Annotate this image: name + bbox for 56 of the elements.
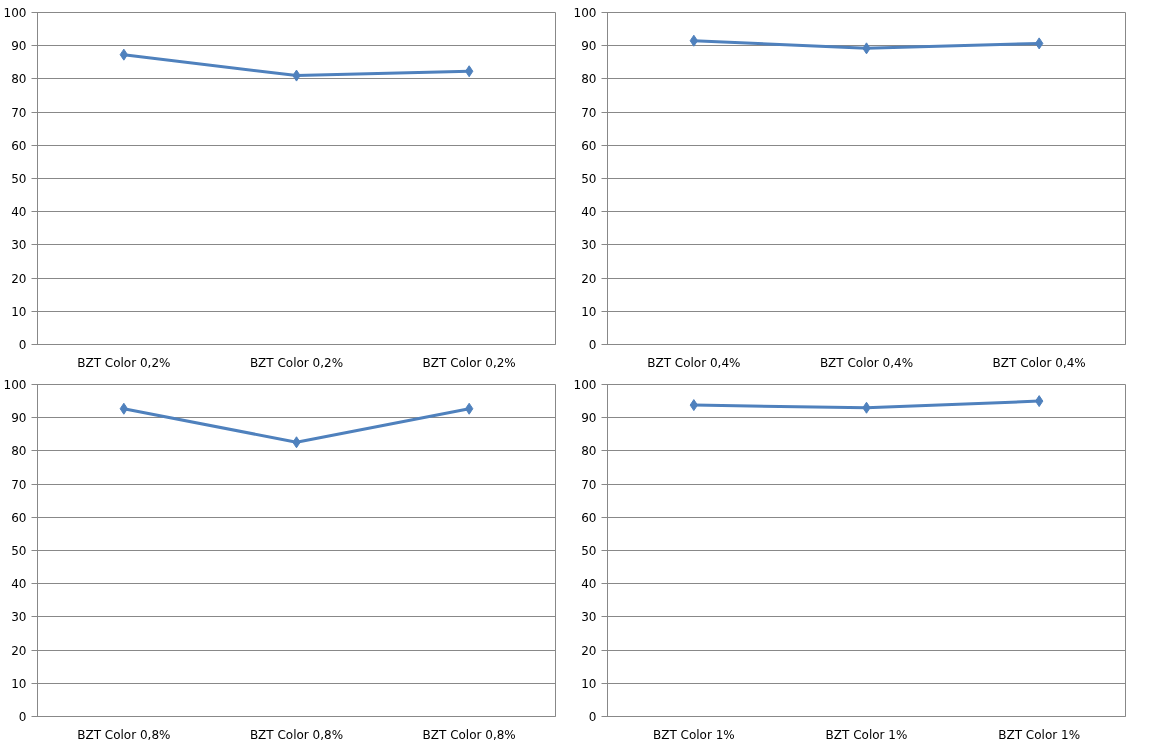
y-tick-label: 30 xyxy=(581,238,597,253)
x-tick-label: BZT Color 0,4% xyxy=(647,355,741,370)
y-tick-label: 80 xyxy=(581,444,597,459)
x-tick-label: BZT Color 0,8% xyxy=(249,727,344,742)
y-tick-label: 100 xyxy=(573,6,597,20)
y-tick-label: 90 xyxy=(11,39,27,54)
y-tick-label: 30 xyxy=(581,610,597,625)
y-tick-label: 100 xyxy=(573,378,597,392)
y-tick-label: 0 xyxy=(18,338,27,352)
y-tick-label: 0 xyxy=(588,710,597,724)
y-tick-label: 10 xyxy=(581,304,597,319)
y-tick-label: 90 xyxy=(581,411,597,426)
y-tick-label: 50 xyxy=(581,544,597,558)
x-tick-label: BZT Color 0,4% xyxy=(992,355,1086,370)
y-tick-label: 80 xyxy=(581,72,597,87)
y-tick-label: 30 xyxy=(11,238,27,253)
y-tick-label: 100 xyxy=(3,378,27,392)
y-tick-label: 50 xyxy=(581,172,597,186)
x-tick-label: BZT Color 1% xyxy=(998,727,1081,742)
y-tick-label: 70 xyxy=(581,105,597,120)
y-tick-label: 30 xyxy=(11,610,27,625)
y-tick-label: 80 xyxy=(11,444,27,459)
y-tick-label: 90 xyxy=(11,411,27,426)
y-tick-label: 20 xyxy=(11,643,27,658)
x-tick-label: BZT Color 0,2% xyxy=(77,355,171,370)
x-tick-label: BZT Color 0,8% xyxy=(77,727,171,742)
x-tick-label: BZT Color 0,2% xyxy=(249,355,344,370)
x-tick-label: BZT Color 0,8% xyxy=(422,727,516,742)
y-tick-label: 40 xyxy=(581,577,597,592)
y-tick-label: 10 xyxy=(581,676,597,691)
y-tick-label: 70 xyxy=(11,477,27,492)
x-tick-label: BZT Color 1% xyxy=(652,727,735,742)
y-tick-label: 40 xyxy=(581,205,597,220)
y-tick-label: 50 xyxy=(11,172,27,186)
y-tick-label: 0 xyxy=(588,338,597,352)
x-tick-label: BZT Color 0,2% xyxy=(422,355,516,370)
y-tick-label: 60 xyxy=(581,510,597,525)
y-tick-label: 20 xyxy=(581,643,597,658)
x-tick-label: BZT Color 0,4% xyxy=(819,355,914,370)
y-tick-label: 40 xyxy=(11,205,27,220)
y-tick-label: 80 xyxy=(11,72,27,87)
y-tick-label: 50 xyxy=(11,544,27,558)
y-tick-label: 90 xyxy=(581,39,597,54)
y-tick-label: 60 xyxy=(11,510,27,525)
y-tick-label: 60 xyxy=(581,138,597,153)
y-tick-label: 0 xyxy=(18,710,27,724)
y-tick-label: 20 xyxy=(11,271,27,286)
y-tick-label: 100 xyxy=(3,6,27,20)
y-tick-label: 70 xyxy=(581,477,597,492)
y-tick-label: 60 xyxy=(11,138,27,153)
y-tick-label: 20 xyxy=(581,271,597,286)
y-tick-label: 40 xyxy=(11,577,27,592)
y-tick-label: 10 xyxy=(11,304,27,319)
y-tick-label: 70 xyxy=(11,105,27,120)
x-tick-label: BZT Color 1% xyxy=(825,727,908,742)
y-tick-label: 10 xyxy=(11,676,27,691)
